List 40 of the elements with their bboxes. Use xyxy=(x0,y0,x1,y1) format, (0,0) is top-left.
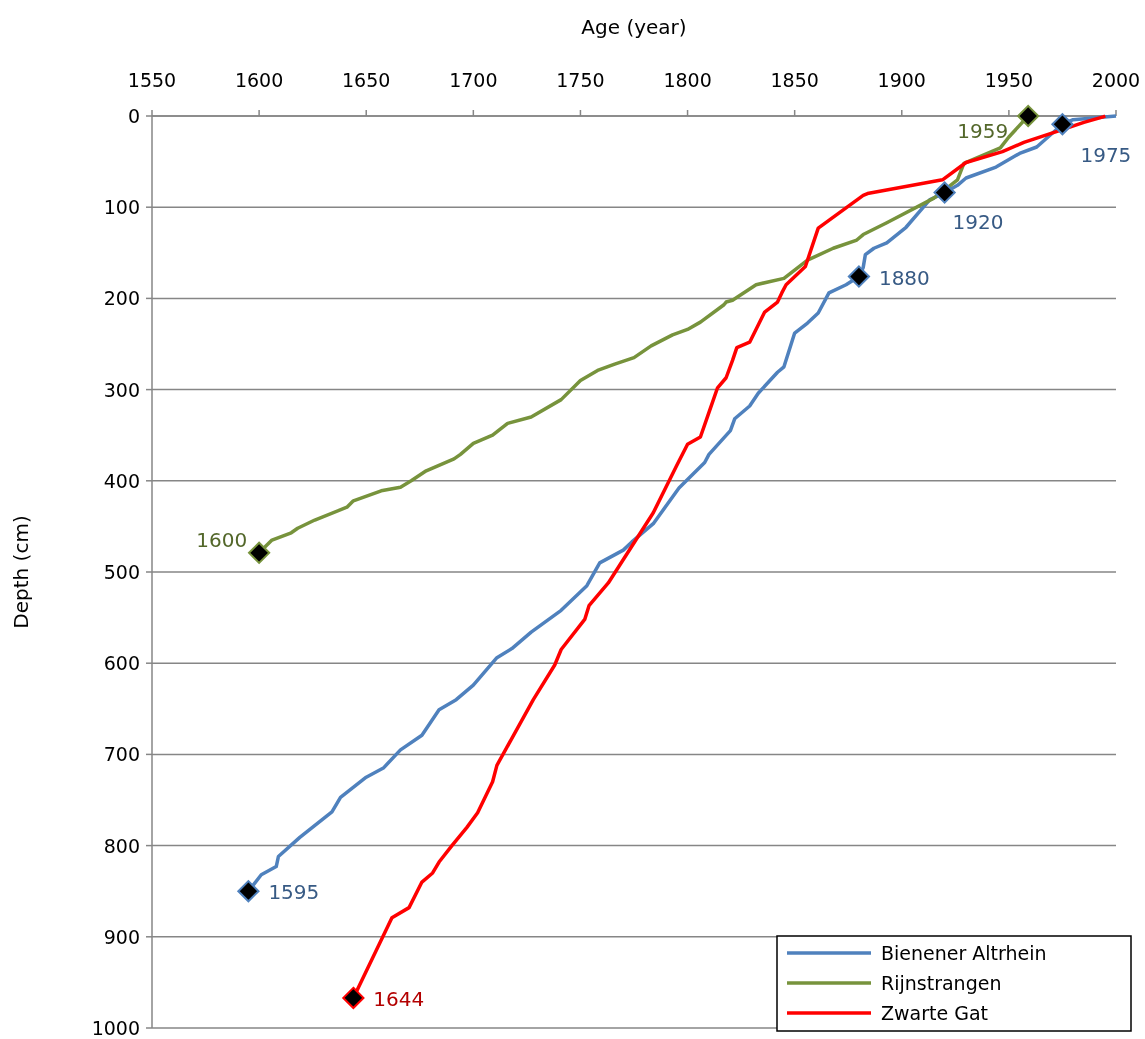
y-tick-label: 600 xyxy=(103,652,140,675)
annotation: 1880 xyxy=(878,265,930,290)
point xyxy=(847,265,871,288)
point xyxy=(342,986,365,1009)
annotation: 1644 xyxy=(373,986,425,1011)
x-tick-label: 1600 xyxy=(234,69,284,91)
annotation: 1600 xyxy=(196,527,248,552)
y-axis-title: Depth (cm) xyxy=(9,515,33,629)
y-tick-label: 700 xyxy=(103,743,140,766)
y-tick-label: 500 xyxy=(103,561,140,583)
y-tick-label: 1000 xyxy=(91,1017,140,1039)
x-tick-label: 1850 xyxy=(770,69,819,91)
legend-label: Zwarte Gat xyxy=(881,1002,989,1024)
x-axis-title: Age (year) xyxy=(581,15,687,39)
x-tick-label: 1800 xyxy=(663,69,712,91)
x-tick-label: 1750 xyxy=(556,69,605,91)
y-tick-label: 400 xyxy=(103,469,140,492)
x-tick-label: 1950 xyxy=(984,69,1034,91)
point xyxy=(933,181,956,204)
y-tick-label: 100 xyxy=(103,196,140,219)
x-tick-label: 1700 xyxy=(449,69,498,91)
y-tick-label: 300 xyxy=(103,378,140,401)
y-tick-label: 0 xyxy=(127,105,140,127)
annotation: 1920 xyxy=(952,209,1004,234)
annotation: 1959 xyxy=(957,119,1009,143)
legend-label: Bienener Altrhein xyxy=(881,942,1047,964)
point xyxy=(248,541,271,564)
legend-label: Rijnstrangen xyxy=(881,972,1002,994)
x-tick-label: 1900 xyxy=(877,69,926,91)
point xyxy=(1051,113,1074,136)
x-tick-label: 2000 xyxy=(1091,69,1141,91)
y-tick-label: 800 xyxy=(103,834,140,857)
y-tick-label: 200 xyxy=(103,287,140,310)
x-tick-label: 1550 xyxy=(127,69,177,91)
y-tick-label: 900 xyxy=(103,925,140,948)
x-tick-label: 1650 xyxy=(342,69,391,91)
annotation: 1975 xyxy=(1080,143,1132,168)
point xyxy=(237,880,260,903)
annotation: 1595 xyxy=(268,880,320,905)
point xyxy=(1017,104,1040,128)
